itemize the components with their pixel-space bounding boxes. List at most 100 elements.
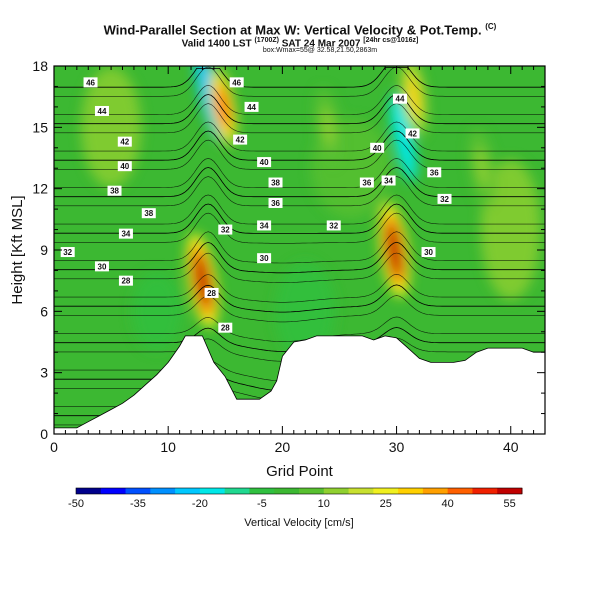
isentrope-line [54,231,545,264]
isentrope-label: 32 [60,247,75,258]
isentrope-label: 36 [359,177,374,188]
svg-text:40: 40 [373,144,382,153]
isentrope-line [54,284,545,313]
y-tick-label: 18 [32,58,48,74]
isentrope-label: 32 [218,224,233,235]
colorbar-label: Vertical Velocity [cm/s] [244,517,353,529]
forecast-cycle: [24hr cs@1016z] [363,37,419,44]
colorbar-tick-label: -50 [68,498,84,510]
isentrope-label: 42 [233,134,248,145]
svg-text:36: 36 [271,199,280,208]
isentrope-label: 36 [427,167,442,178]
isentrope-label: 30 [257,253,272,264]
field-patch [81,67,142,188]
updraft-core [476,148,488,189]
colorbar-tick-label: 10 [318,498,330,510]
field-patch [480,159,541,300]
valid-time: Valid 1400 LST [181,38,252,50]
svg-text:30: 30 [424,248,433,257]
svg-text:38: 38 [110,187,119,196]
isentrope-label: 42 [405,128,420,139]
isentrope-line [54,241,545,274]
title-units: (C) [485,22,497,31]
isentrope-label: 40 [370,142,385,153]
isentrope-label: 42 [117,136,132,147]
colorbar-swatch [175,488,201,494]
svg-text:32: 32 [221,226,230,235]
svg-text:28: 28 [207,289,216,298]
colorbar-swatch [422,488,449,494]
isentrope-line [54,94,545,125]
plot-area: 46 44 42 40 38 38 34 32 30 28 46 44 42 40 38 36 34 32 30 28… [54,66,545,434]
y-tick-label: 3 [40,365,48,381]
isentrope-label: 34 [118,228,133,239]
valid-time-utc: (1700Z) [254,37,279,44]
valid-date: SAT 24 Mar 2007 [281,38,361,50]
y-tick-label: 0 [40,426,48,442]
svg-text:42: 42 [120,138,129,147]
colorbar-tick-label: 40 [442,498,454,510]
svg-text:42: 42 [408,129,417,138]
isentrope-label: 34 [257,220,272,231]
isentrope-line [54,295,545,323]
isentrope-line [54,167,545,198]
colorbar-swatch [150,488,176,494]
isentrope-label: 28 [218,322,233,333]
isentrope-line [54,66,545,97]
colorbar-tick-label: -35 [130,498,146,510]
colorbar-swatch [249,488,275,494]
downdraft-core [390,93,417,182]
colorbar-swatch [274,488,300,494]
colorbar-swatch [497,488,523,494]
colorbar-swatch [472,488,498,494]
svg-text:30: 30 [98,262,107,271]
svg-text:28: 28 [121,277,130,286]
isentrope-line [54,194,545,225]
x-tick-label: 30 [389,439,405,455]
svg-text:40: 40 [120,162,129,171]
colorbar-swatch [323,488,350,494]
colorbar: -50 -35 -20 -5 10 25 40 55 Vertical Velocity [cm… [68,487,523,529]
isentrope-label: 44 [94,105,109,116]
isentrope-label: 32 [326,220,341,231]
isentrope-label: 30 [94,261,109,272]
isentrope-line [54,203,545,234]
isentrope-label: 38 [141,208,156,219]
x-tick-label: 0 [50,439,58,455]
colorbar-swatch [348,488,374,494]
chart-title: Wind-Parallel Section at Max W: Vertical… [103,22,497,38]
updraft-core [216,87,230,127]
chart-subtitle: Valid 1400 LST (1700Z) SAT 24 Mar 2007 [… [0,37,600,49]
y-tick-label: 6 [40,303,48,319]
colorbar-tick-label: -20 [192,498,208,510]
colorbar-swatch [398,488,424,494]
colorbar-swatch [76,488,102,494]
isentrope-label: 34 [381,175,396,186]
svg-text:34: 34 [260,221,269,230]
colorbar-frame [75,487,523,495]
y-tick-label: 12 [32,181,48,197]
isentrope-label: 46 [229,77,244,88]
updraft-core [322,107,334,148]
colorbar-tick-label: 55 [503,498,515,510]
isentrope-line [54,130,545,161]
svg-text:32: 32 [63,248,72,257]
y-tick-label: 9 [40,242,48,258]
isentrope-line [54,67,545,88]
isentrope-label: 38 [107,185,122,196]
svg-text:40: 40 [260,158,269,167]
isentrope-line [54,103,545,134]
colorbar-swatch [199,488,226,494]
svg-text:30: 30 [260,254,269,263]
isentrope-line [54,84,545,115]
isentrope-label: 40 [117,161,132,172]
colorbar-tick-label: -5 [257,498,267,510]
field-patch [131,271,182,352]
colorbar-swatch [299,488,325,494]
y-tick-label: 15 [32,119,48,135]
svg-text:38: 38 [144,209,153,218]
isentrope-label: 46 [83,77,98,88]
x-tick-label: 40 [503,439,519,455]
